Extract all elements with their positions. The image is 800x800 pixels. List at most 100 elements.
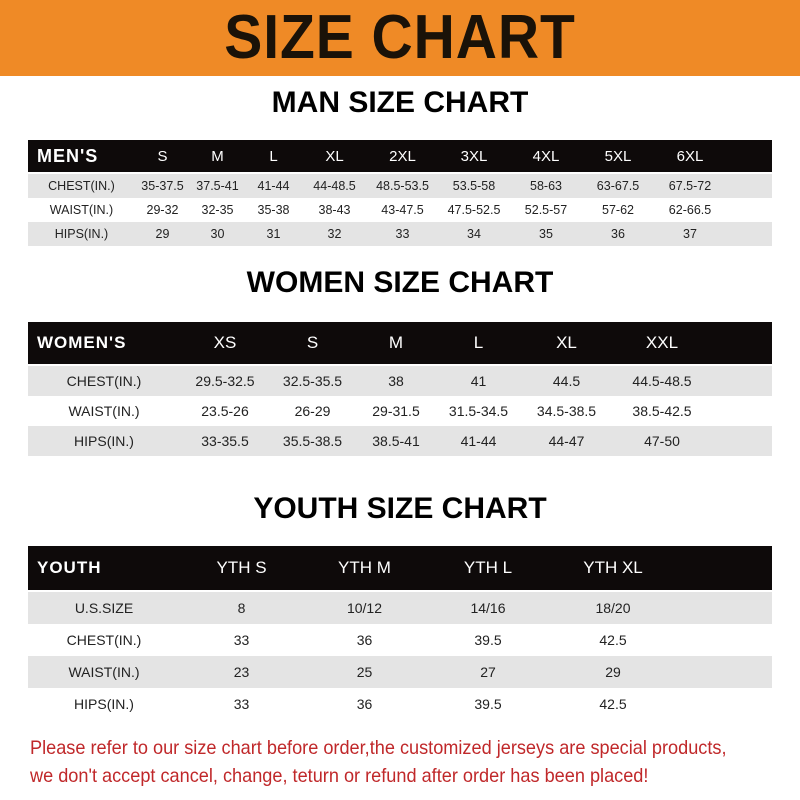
- table-cell: 29-31.5: [372, 403, 420, 419]
- table-header-row: MEN'S S M L XL 2XL 3XL 4XL 5XL 6XL: [28, 140, 772, 172]
- size-header: YTH M: [338, 558, 391, 577]
- table-cell: 36: [611, 227, 625, 241]
- table-cell: 43-47.5: [381, 203, 424, 217]
- table-cell: 41-44: [460, 433, 497, 449]
- order-notice-line-2: we don't accept cancel, change, teturn o…: [30, 765, 649, 787]
- table-cell: 27: [480, 664, 496, 680]
- size-header: S: [306, 333, 319, 352]
- size-header: XS: [213, 333, 237, 352]
- size-header: XL: [325, 147, 344, 165]
- table-row: HIPS(IN.) 33 36 39.5 42.5: [28, 688, 772, 720]
- row-label: CHEST(IN.): [48, 179, 115, 193]
- table-cell: 26-29: [294, 403, 331, 419]
- table-row: HIPS(IN.) 33-35.5 35.5-38.5 38.5-41 41-44 44-…: [28, 426, 772, 456]
- table-cell: 44.5: [552, 373, 581, 389]
- table-cell: 39.5: [474, 696, 502, 712]
- table-cell: 53.5-58: [452, 179, 496, 193]
- size-header: XXL: [645, 333, 679, 352]
- size-header: S: [157, 147, 168, 165]
- women-section-title: WOMEN SIZE CHART: [246, 266, 554, 299]
- size-header: 4XL: [532, 147, 560, 165]
- table-cell: 35-37.5: [141, 179, 184, 193]
- table-row: WAIST(IN.) 23 25 27 29: [28, 656, 772, 688]
- women-size-table: WOMEN'S XS S M L XL XXL CHEST(IN.) 29.5-32.5 32.5…: [28, 322, 772, 456]
- table-cell: 29: [605, 664, 621, 680]
- size-header: YTH XL: [583, 558, 643, 577]
- table-row: HIPS(IN.) 29 30 31 32 33 34 35 36 37: [28, 222, 772, 246]
- table-cell: 31.5-34.5: [448, 403, 509, 419]
- table-row: WAIST(IN.) 29-32 32-35 35-38 38-43 43-47.5 47.…: [28, 198, 772, 222]
- size-header: L: [269, 147, 278, 165]
- table-cell: 34: [467, 227, 481, 241]
- table-cell: 36: [356, 632, 373, 648]
- table-header-label: WOMEN'S: [37, 333, 127, 352]
- table-cell: 39.5: [474, 632, 502, 648]
- banner-title: SIZE CHART: [224, 3, 576, 72]
- table-cell: 25: [356, 664, 373, 680]
- table-cell: 29.5-32.5: [195, 373, 255, 389]
- table-cell: 23.5-26: [201, 403, 249, 419]
- table-row: CHEST(IN.) 35-37.5 37.5-41 41-44 44-48.5 48.5…: [28, 174, 772, 198]
- table-cell: 47.5-52.5: [447, 203, 501, 217]
- size-header: XL: [556, 333, 577, 352]
- table-cell: 62-66.5: [668, 203, 712, 217]
- table-row: CHEST(IN.) 33 36 39.5 42.5: [28, 624, 772, 656]
- size-header: M: [211, 147, 224, 165]
- table-cell: 33: [233, 696, 250, 712]
- row-label: WAIST(IN.): [68, 403, 140, 419]
- order-notice: Please refer to our size chart before or…: [30, 734, 727, 790]
- men-size-table: MEN'S S M L XL 2XL 3XL 4XL 5XL 6XL CHEST(IN.) 35-37…: [28, 140, 772, 246]
- table-cell: 34.5-38.5: [536, 403, 597, 419]
- table-cell: 37.5-41: [196, 179, 239, 193]
- table-cell: 42.5: [599, 632, 627, 648]
- size-header: 6XL: [676, 147, 704, 165]
- table-cell: 23: [233, 664, 250, 680]
- table-cell: 33: [395, 227, 410, 241]
- table-cell: 37: [683, 227, 697, 241]
- table-row: U.S.SIZE 8 10/12 14/16 18/20: [28, 592, 772, 624]
- table-cell: 35.5-38.5: [282, 433, 343, 449]
- table-row: WAIST(IN.) 23.5-26 26-29 29-31.5 31.5-34.5 34…: [28, 396, 772, 426]
- table-cell: 30: [210, 227, 225, 241]
- table-cell: 67.5-72: [668, 179, 712, 193]
- table-cell: 32-35: [201, 203, 234, 217]
- row-label: U.S.SIZE: [74, 600, 134, 616]
- table-header-row: WOMEN'S XS S M L XL XXL: [28, 322, 772, 364]
- table-cell: 33: [233, 632, 250, 648]
- table-cell: 47-50: [644, 433, 680, 449]
- table-cell: 58-63: [530, 179, 562, 193]
- table-cell: 63-67.5: [596, 179, 640, 193]
- table-cell: 41: [470, 373, 487, 389]
- table-cell: 44-47: [548, 433, 585, 449]
- table-cell: 32.5-35.5: [282, 373, 343, 389]
- size-header: M: [388, 333, 404, 352]
- banner: SIZE CHART: [0, 0, 800, 76]
- table-cell: 36: [356, 696, 373, 712]
- table-cell: 41-44: [257, 179, 290, 193]
- table-header-label: MEN'S: [37, 145, 99, 166]
- table-header-row: YOUTH YTH S YTH M YTH L YTH XL: [28, 546, 772, 590]
- size-header: 3XL: [460, 147, 488, 165]
- row-label: HIPS(IN.): [74, 696, 134, 712]
- table-cell: 35: [539, 227, 553, 241]
- table-cell: 38: [388, 373, 404, 389]
- table-cell: 10/12: [346, 600, 383, 616]
- size-header: YTH S: [216, 558, 267, 577]
- table-cell: 29: [155, 227, 170, 241]
- table-cell: 38.5-42.5: [632, 403, 692, 419]
- order-notice-line-1: Please refer to our size chart before or…: [30, 737, 727, 759]
- row-label: CHEST(IN.): [66, 632, 142, 648]
- size-header: 5XL: [604, 147, 632, 165]
- table-cell: 35-38: [257, 203, 290, 217]
- table-cell: 8: [237, 600, 246, 616]
- youth-size-table: YOUTH YTH S YTH M YTH L YTH XL U.S.SIZE 8 10/12…: [28, 546, 772, 720]
- table-cell: 31: [266, 227, 281, 241]
- table-cell: 57-62: [602, 203, 634, 217]
- row-label: WAIST(IN.): [49, 203, 114, 217]
- size-header: 2XL: [389, 147, 416, 165]
- table-cell: 42.5: [599, 696, 627, 712]
- table-cell: 33-35.5: [201, 433, 249, 449]
- table-cell: 44.5-48.5: [632, 373, 692, 389]
- youth-section-title: YOUTH SIZE CHART: [253, 492, 547, 525]
- table-row: CHEST(IN.) 29.5-32.5 32.5-35.5 38 41 44.5 44.5…: [28, 366, 772, 396]
